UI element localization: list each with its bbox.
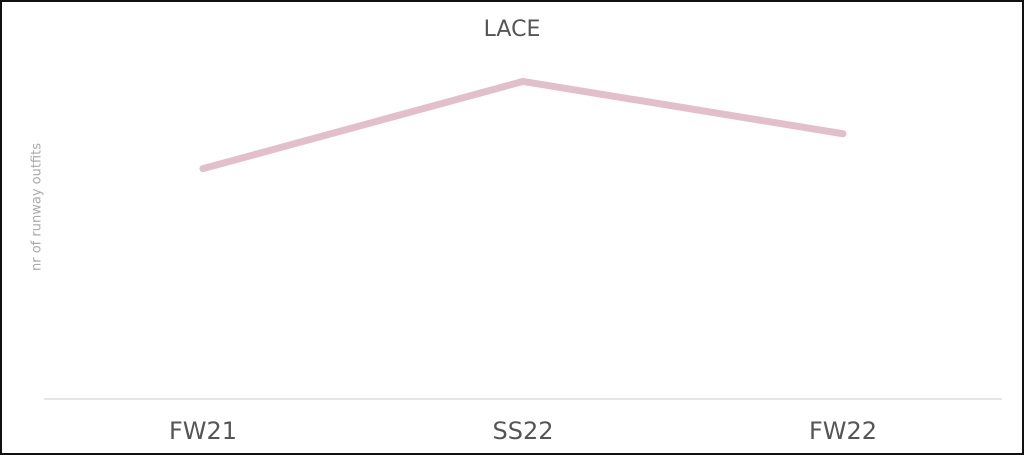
x-tick-label: FW21	[169, 417, 237, 445]
line	[199, 77, 847, 173]
x-tick-label: FW22	[809, 417, 877, 445]
y-axis-label: nr of runway outfits	[30, 143, 45, 271]
x-tick-label: SS22	[492, 417, 553, 445]
chart-title: LACE	[484, 17, 541, 42]
